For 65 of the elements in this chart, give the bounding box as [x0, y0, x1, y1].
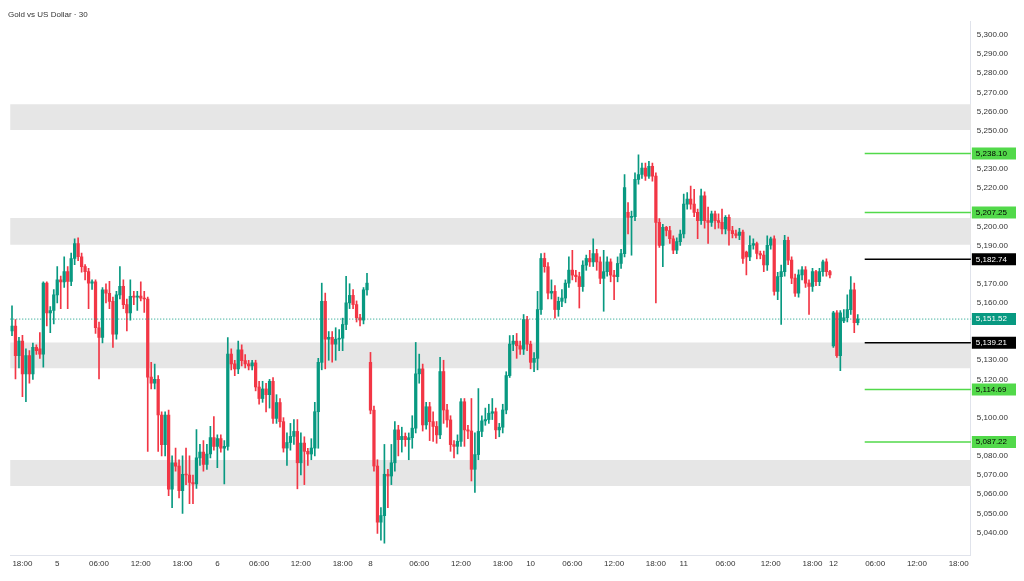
candlestick	[490, 398, 494, 420]
y-tick-label: 5,290.00	[976, 49, 1009, 59]
ref-line-label: 5,114.69	[975, 384, 1007, 394]
ref-line-label: 5,139.21	[975, 337, 1008, 347]
x-tick-label: 06:00	[865, 559, 886, 569]
candlestick	[386, 468, 390, 508]
y-tick-label: 5,230.00	[976, 164, 1009, 174]
x-tick-label: 6	[215, 559, 221, 569]
x-tick-label: 12:00	[130, 559, 152, 569]
chart-title: Gold vs US Dollar · 30	[8, 10, 89, 19]
ref-line-label: 5,151.52	[975, 314, 1008, 324]
x-tick-label: 12:00	[760, 559, 782, 569]
x-tick-label: 12:00	[290, 559, 312, 569]
candlestick	[588, 249, 592, 267]
y-tick-label: 5,270.00	[976, 87, 1009, 97]
x-tick-label: 06:00	[249, 559, 270, 569]
ref-line-label: 5,087.22	[975, 437, 1008, 447]
y-tick-label: 5,050.00	[976, 508, 1009, 518]
candlestick	[334, 327, 338, 361]
candlestick	[153, 363, 157, 390]
x-tick-label: 18:00	[12, 559, 33, 569]
x-tick-label: 12:00	[450, 559, 472, 569]
x-tick-label: 10	[526, 559, 536, 569]
y-tick-label: 5,040.00	[976, 527, 1009, 537]
ref-line-label: 5,238.10	[975, 148, 1008, 158]
x-tick-label: 06:00	[562, 559, 583, 569]
candlestick	[626, 202, 630, 235]
x-tick-label: 18:00	[948, 559, 970, 569]
x-tick-label: 5	[55, 559, 61, 569]
candlestick	[90, 279, 94, 290]
y-tick-label: 5,130.00	[976, 355, 1009, 365]
y-tick-label: 5,250.00	[976, 125, 1009, 135]
y-tick-label: 5,220.00	[976, 183, 1009, 193]
candlestick	[327, 331, 331, 361]
x-tick-label: 12:00	[906, 559, 928, 569]
x-tick-label: 12	[828, 559, 839, 569]
x-tick-label: 8	[368, 559, 374, 569]
y-tick-label: 5,070.00	[976, 470, 1009, 480]
x-tick-label: 11	[679, 559, 689, 569]
x-tick-label: 18:00	[492, 559, 514, 569]
y-tick-label: 5,160.00	[976, 298, 1009, 308]
y-tick-label: 5,300.00	[976, 30, 1009, 40]
ref-line-label: 5,182.74	[975, 254, 1008, 264]
x-tick-label: 18:00	[645, 559, 667, 569]
y-tick-label: 5,190.00	[976, 240, 1009, 250]
y-tick-label: 5,120.00	[976, 374, 1009, 384]
candlestick	[264, 382, 268, 413]
x-tick-label: 06:00	[89, 559, 110, 569]
x-tick-label: 18:00	[802, 559, 824, 569]
y-tick-label: 5,170.00	[976, 278, 1009, 288]
y-tick-label: 5,200.00	[976, 221, 1009, 231]
candlestick	[66, 266, 70, 309]
ref-line-label: 5,207.25	[975, 207, 1008, 217]
y-tick-label: 5,100.00	[976, 412, 1009, 422]
x-tick-label: 06:00	[715, 559, 737, 569]
candlestick	[400, 426, 404, 453]
y-tick-label: 5,080.00	[976, 451, 1009, 461]
x-tick-label: 06:00	[409, 559, 430, 569]
x-tick-label: 18:00	[172, 559, 194, 569]
y-tick-label: 5,260.00	[976, 106, 1009, 116]
candlestick	[38, 332, 42, 359]
x-tick-label: 18:00	[332, 559, 354, 569]
y-tick-label: 5,060.00	[976, 489, 1009, 499]
y-tick-label: 5,280.00	[976, 68, 1009, 78]
x-tick-label: 12:00	[604, 559, 625, 569]
